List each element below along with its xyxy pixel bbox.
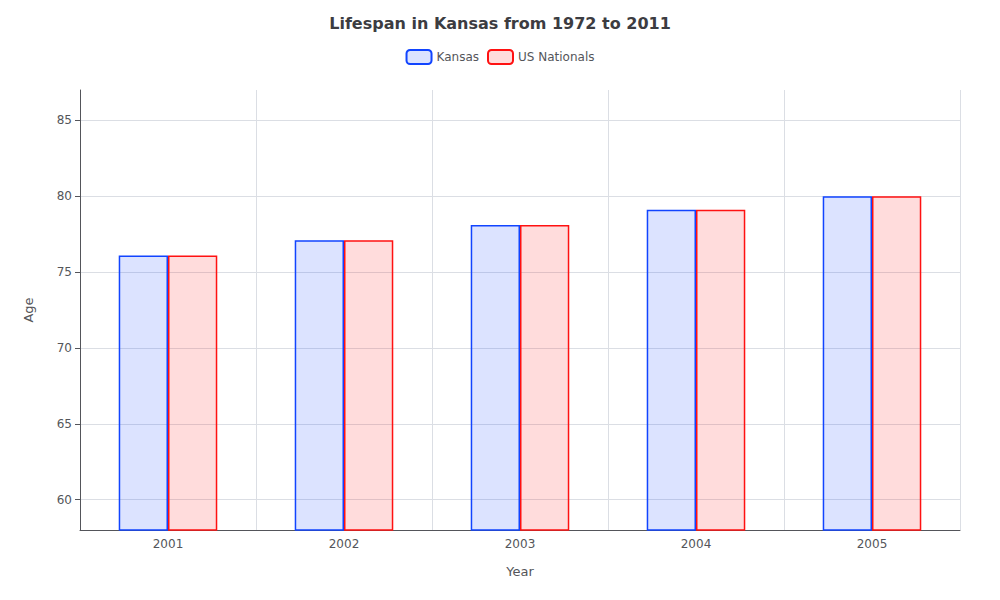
svg-text:2003: 2003 bbox=[505, 537, 536, 551]
svg-text:US Nationals: US Nationals bbox=[518, 50, 594, 64]
svg-text:75: 75 bbox=[57, 265, 72, 279]
svg-text:Age: Age bbox=[21, 297, 36, 322]
svg-text:2004: 2004 bbox=[681, 537, 712, 551]
svg-text:Year: Year bbox=[505, 564, 534, 579]
svg-text:80: 80 bbox=[57, 189, 72, 203]
svg-text:Lifespan in Kansas from 1972 t: Lifespan in Kansas from 1972 to 2011 bbox=[329, 14, 671, 33]
svg-text:Kansas: Kansas bbox=[437, 50, 479, 64]
svg-text:85: 85 bbox=[57, 113, 72, 127]
svg-text:2002: 2002 bbox=[329, 537, 360, 551]
svg-text:70: 70 bbox=[57, 341, 72, 355]
svg-text:60: 60 bbox=[57, 493, 72, 507]
svg-text:2001: 2001 bbox=[153, 537, 184, 551]
svg-text:2005: 2005 bbox=[857, 537, 888, 551]
svg-text:65: 65 bbox=[57, 417, 72, 431]
